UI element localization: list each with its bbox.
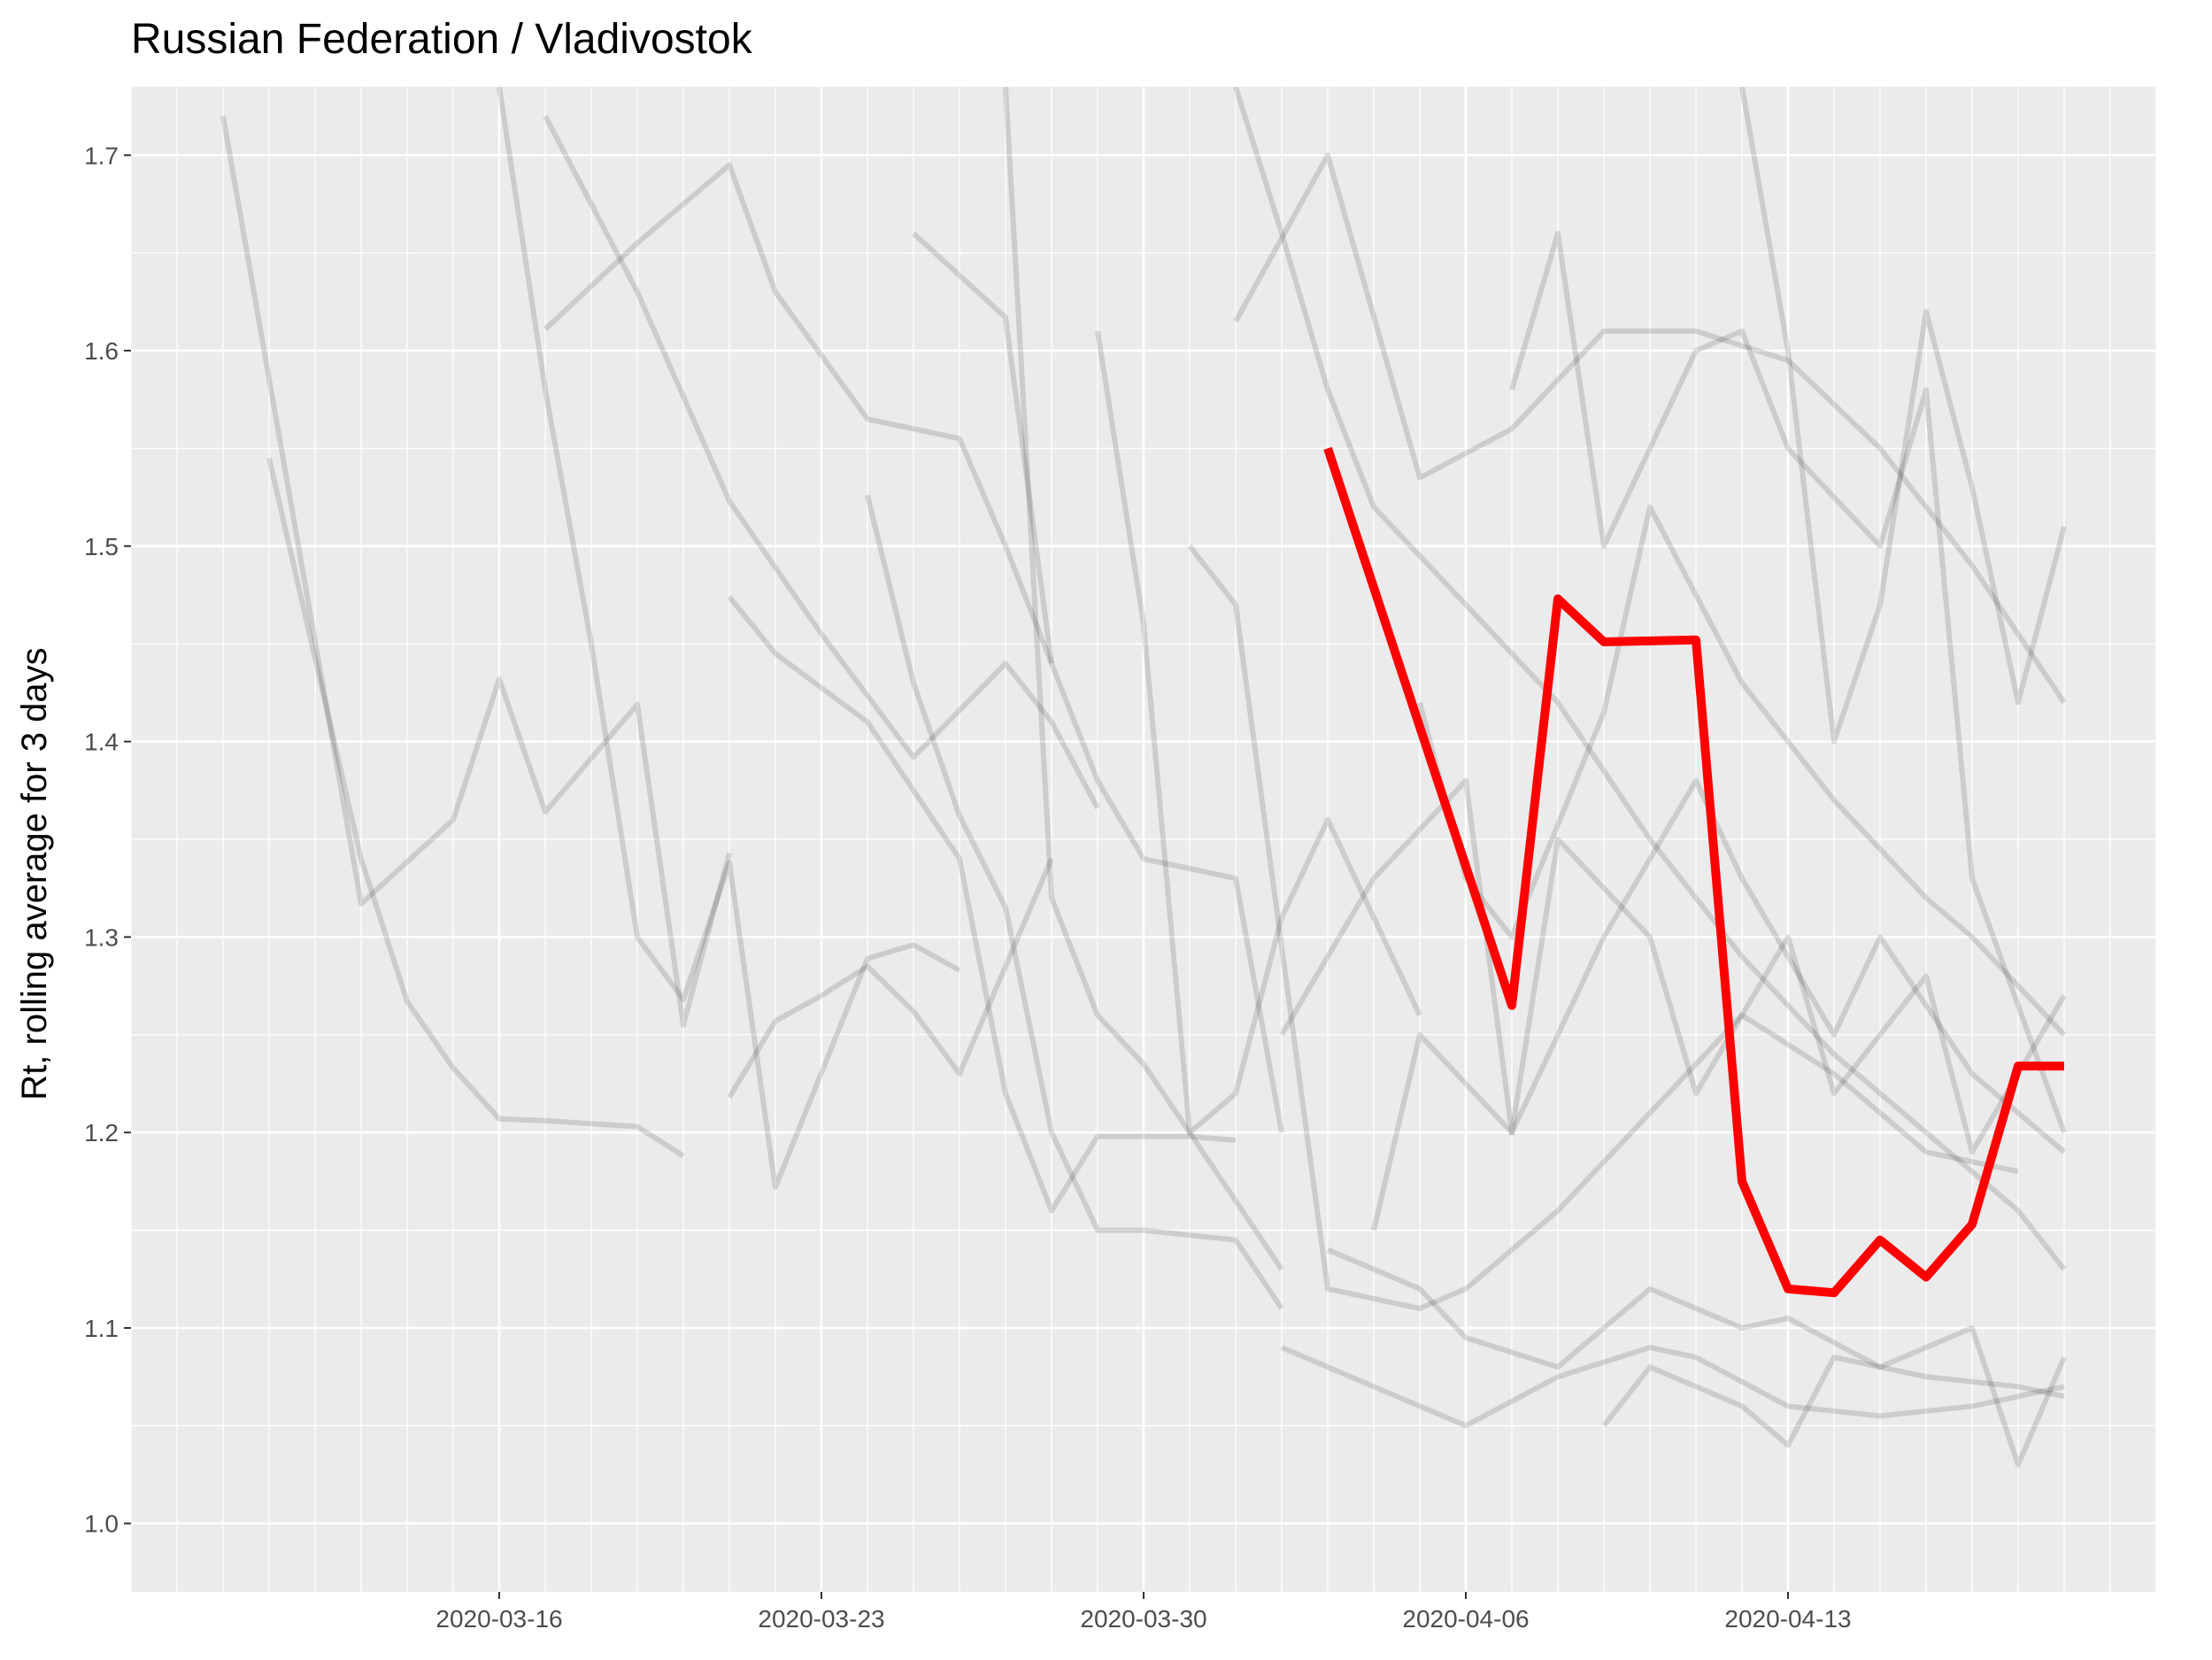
highlight-series-group [1323, 446, 2064, 1298]
x-tick-label: 2020-03-16 [435, 1605, 562, 1633]
background-series-line [727, 857, 1054, 1099]
background-series-line [1417, 504, 2067, 1037]
background-series-line [865, 494, 1284, 1310]
background-series-line [727, 595, 1237, 1214]
background-series-line [1233, 152, 2067, 705]
highlight-series-line [1323, 446, 2064, 1298]
background-series-line [1739, 87, 2067, 745]
axes: 1.0 1.1 1.2 1.3 1.4 1.5 1.6 1.7 2020-03-16 2020-0… [84, 142, 1852, 1633]
background-series-line [1233, 87, 2067, 1271]
y-tick-label: 1.6 [84, 337, 119, 365]
y-tick-label: 1.1 [84, 1315, 119, 1342]
y-tick-label: 1.2 [84, 1119, 119, 1147]
background-series-line [1003, 87, 1284, 1271]
background-series-line [1280, 1345, 2065, 1429]
y-tick-label: 1.4 [84, 729, 119, 756]
background-series-line [1187, 544, 2019, 1311]
y-tick-label: 1.5 [84, 533, 119, 560]
y-axis-label: Rt, rolling average for 3 days [15, 647, 54, 1100]
background-series-line [220, 115, 732, 1028]
background-series-line [1279, 777, 2066, 1154]
x-tick-label: 2020-03-30 [1080, 1605, 1206, 1633]
y-tick-label: 1.0 [84, 1510, 119, 1538]
background-series-line [497, 87, 961, 1190]
chart-title: Russian Federation / Vladivostok [131, 16, 753, 63]
background-series-line [543, 114, 1100, 810]
background-series-line [1326, 1247, 2067, 1468]
y-tick-label: 1.7 [84, 142, 119, 169]
background-series-group [220, 87, 2067, 1468]
x-tick-label: 2020-04-13 [1724, 1605, 1851, 1633]
background-series-line [1509, 230, 2067, 1134]
background-series-line [911, 231, 1284, 1133]
grid-lines [130, 87, 2157, 1592]
background-series-line [1095, 330, 1422, 1136]
x-tick-label: 2020-03-23 [758, 1605, 884, 1633]
x-tick-label: 2020-04-06 [1402, 1605, 1529, 1633]
background-series-line [1371, 837, 2067, 1231]
y-tick-label: 1.3 [84, 923, 119, 951]
background-series-line [266, 457, 685, 1159]
background-series-line [543, 162, 1054, 665]
background-series-line [1601, 1355, 2065, 1448]
